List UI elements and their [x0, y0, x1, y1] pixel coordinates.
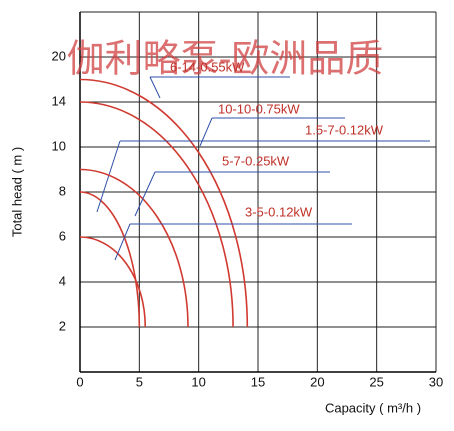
- label-leader: [149, 76, 161, 99]
- curve-label: 3-5-0.12kW: [245, 204, 313, 219]
- x-tick-label: 30: [429, 374, 443, 389]
- curve-label: 1.5-7-0.12kW: [305, 122, 384, 137]
- label-leader: [199, 117, 213, 147]
- pump-curve: [79, 236, 147, 328]
- pump-curve: [79, 78, 249, 328]
- y-tick-label: 14: [52, 93, 66, 108]
- y-tick-label: 6: [59, 228, 66, 243]
- x-tick-label: 5: [136, 374, 143, 389]
- y-tick-label: 10: [52, 138, 66, 153]
- pump-curve: [79, 101, 234, 328]
- pump-curve: [79, 168, 189, 328]
- y-tick-label: 2: [59, 318, 66, 333]
- x-tick-label: 10: [191, 374, 205, 389]
- curve-label: 6-14-0.55kW: [170, 59, 245, 74]
- pump-curve: [79, 191, 141, 328]
- y-tick-label: 20: [52, 48, 66, 63]
- y-tick-label: 4: [59, 273, 66, 288]
- x-tick-label: 20: [310, 374, 324, 389]
- curve-label: 5-7-0.25kW: [222, 153, 290, 168]
- label-leader: [96, 140, 121, 213]
- x-tick-label: 15: [251, 374, 265, 389]
- x-tick-label: 0: [76, 374, 83, 389]
- label-leader: [134, 171, 156, 217]
- x-tick-label: 25: [369, 374, 383, 389]
- y-tick-label: 8: [59, 183, 66, 198]
- watermark: 伽利略泵-欧洲品质: [67, 37, 384, 81]
- label-leader: [114, 223, 131, 261]
- y-axis-title: Total head ( m ): [9, 147, 24, 237]
- x-axis-title: Capacity ( m³/h ): [325, 400, 421, 415]
- curve-label: 10-10-0.75kW: [218, 101, 300, 116]
